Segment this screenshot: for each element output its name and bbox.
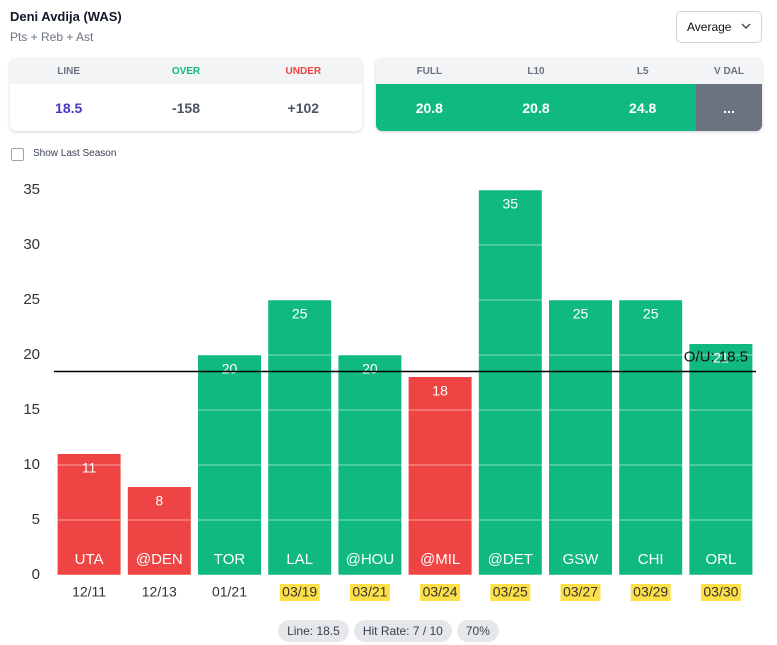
- bar-value-label: 18: [432, 383, 448, 399]
- average-dropdown[interactable]: Average: [676, 11, 762, 43]
- y-tick-label: 5: [32, 511, 40, 528]
- opponent-label: @DET: [488, 551, 533, 568]
- opponent-label: ORL: [705, 551, 736, 568]
- bar: [619, 300, 683, 575]
- footer-pill: Line: 18.5: [278, 620, 349, 642]
- date-label: 03/19: [282, 584, 317, 600]
- odds-card: LINE 18.5 OVER -158 UNDER +102: [10, 58, 362, 131]
- checkbox[interactable]: [11, 148, 24, 161]
- odds-header: UNDER: [244, 58, 362, 84]
- date-label: 03/29: [633, 584, 668, 600]
- bar-value-label: 8: [155, 493, 163, 509]
- y-tick-label: 25: [23, 291, 40, 308]
- footer: Line: 18.5 Hit Rate: 7 / 10 70%: [0, 620, 777, 642]
- y-tick-label: 0: [32, 566, 40, 583]
- date-label: 12/11: [72, 584, 106, 600]
- date-label: 03/21: [352, 584, 387, 600]
- date-label: 12/13: [142, 584, 177, 600]
- date-label: 01/21: [212, 584, 247, 600]
- bar: [57, 454, 121, 575]
- ou-label: O/U: 18.5: [684, 348, 748, 365]
- date-highlight: [700, 584, 741, 601]
- bar: [478, 190, 542, 575]
- footer-pill: 70%: [456, 620, 499, 642]
- opponent-label: TOR: [214, 551, 246, 568]
- odds-value: -158: [171, 99, 200, 116]
- bar-value-label: 25: [643, 306, 659, 322]
- bar-value-label: 35: [503, 196, 519, 212]
- average-column: V DAL...: [696, 58, 762, 131]
- average-value: 20.8: [482, 84, 590, 131]
- average-column: L10 20.8: [482, 58, 590, 131]
- odds-value: +102: [287, 99, 320, 116]
- y-tick-label: 15: [23, 401, 40, 418]
- date-label: 03/25: [493, 584, 528, 600]
- y-tick-label: 10: [23, 456, 40, 473]
- average-header: L10: [482, 58, 590, 84]
- bar-value-label: 20: [222, 361, 238, 377]
- opponent-label: @DEN: [136, 551, 183, 568]
- bar: [268, 300, 332, 575]
- average-value: 20.8: [376, 84, 483, 131]
- average-header: L5: [589, 58, 697, 84]
- chart: 11 UTA 12/11 8 @DEN 12/13 20 TOR 01/21 25 LAL 03/19…: [23, 181, 756, 601]
- date-label: 03/27: [563, 584, 598, 600]
- player-title: Deni Avdija (WAS): [10, 9, 122, 24]
- odds-value: 18.5: [55, 99, 83, 116]
- stat-subtitle: Pts + Reb + Ast: [10, 30, 94, 44]
- dropdown-label: Average: [687, 20, 732, 34]
- date-highlight: [420, 584, 461, 601]
- average-column: L5 24.8: [589, 58, 697, 131]
- opponent-label: @HOU: [346, 551, 395, 568]
- average-column: FULL 20.8: [376, 58, 483, 131]
- checkbox-label: Show Last Season: [33, 148, 117, 159]
- odds-column: LINE 18.5: [10, 58, 128, 131]
- footer-pill: Hit Rate: 7 / 10: [353, 620, 452, 642]
- y-tick-label: 35: [23, 181, 40, 198]
- date-highlight: [490, 584, 531, 601]
- y-tick-label: 20: [23, 346, 40, 363]
- chevron: [741, 23, 751, 29]
- average-header: FULL: [376, 58, 483, 84]
- average-value: 24.8: [589, 84, 697, 131]
- opponent-label: LAL: [286, 551, 313, 568]
- odds-header: OVER: [127, 58, 245, 84]
- bar: [689, 344, 753, 575]
- opponent-label: GSW: [563, 551, 600, 568]
- bar-value-label: 20: [362, 361, 378, 377]
- averages-card: FULL 20.8 L10 20.8 L5 24.8 V DAL...: [376, 58, 762, 131]
- bar-value-label: 11: [82, 460, 97, 476]
- date-highlight: [560, 584, 601, 601]
- average-value: ...: [696, 84, 762, 131]
- opponent-label: CHI: [638, 551, 664, 568]
- y-tick-label: 30: [23, 236, 40, 253]
- odds-header: LINE: [10, 58, 128, 84]
- bar-value-label: 21: [713, 350, 729, 366]
- date-label: 03/24: [423, 584, 458, 600]
- date-label: 03/30: [703, 584, 738, 600]
- date-highlight: [349, 584, 390, 601]
- bar: [408, 377, 472, 575]
- bar-value-label: 25: [573, 306, 589, 322]
- date-highlight: [279, 584, 320, 601]
- bar: [127, 487, 191, 575]
- bar: [549, 300, 612, 575]
- opponent-label: UTA: [75, 551, 104, 568]
- odds-column: UNDER +102: [244, 58, 362, 131]
- odds-column: OVER -158: [127, 58, 245, 131]
- opponent-label: @MIL: [420, 551, 460, 568]
- date-highlight: [630, 584, 671, 601]
- bar-value-label: 25: [292, 306, 308, 322]
- average-header: V DAL: [696, 58, 762, 84]
